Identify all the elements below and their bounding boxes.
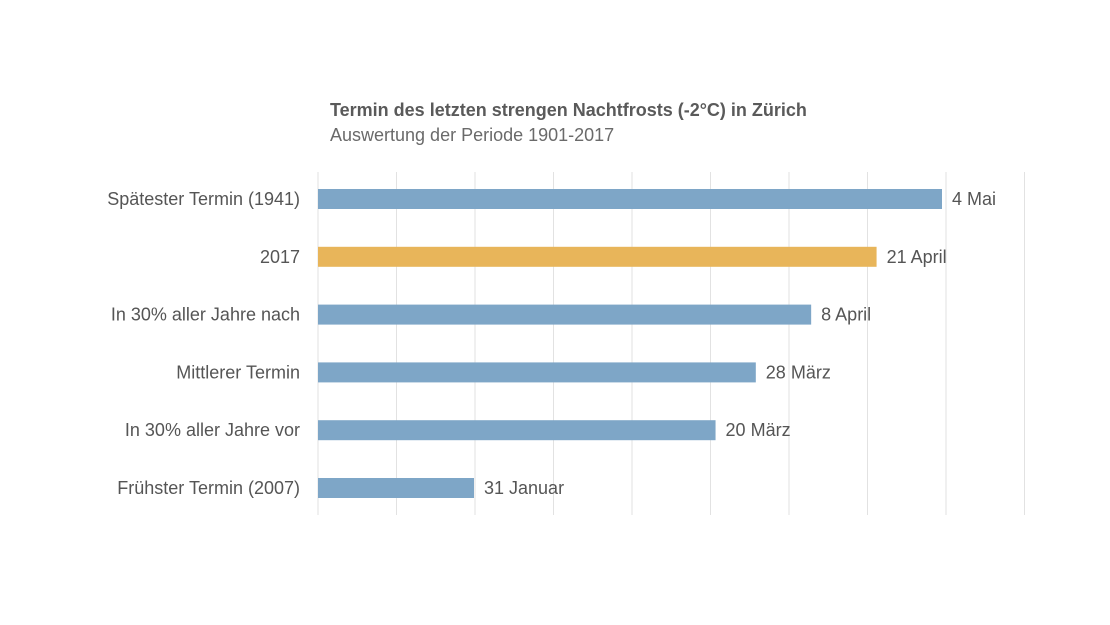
data-label: 20 März xyxy=(726,420,791,440)
bars xyxy=(318,189,942,498)
category-label: 2017 xyxy=(260,247,300,267)
bar xyxy=(318,246,877,267)
bar xyxy=(318,362,756,383)
category-label: In 30% aller Jahre nach xyxy=(111,305,300,325)
labels: Spätester Termin (1941) 4 Mai 2017 21 April… xyxy=(107,189,996,498)
bar xyxy=(318,478,474,498)
bar xyxy=(318,304,812,325)
category-label: Mittlerer Termin xyxy=(176,362,300,382)
gridlines xyxy=(317,172,1025,515)
chart-title: Termin des letzten strengen Nachtfrosts … xyxy=(330,100,807,120)
chart-subtitle: Auswertung der Periode 1901-2017 xyxy=(330,125,615,145)
category-label: In 30% aller Jahre vor xyxy=(125,420,300,440)
data-label: 28 März xyxy=(766,362,831,382)
bar xyxy=(318,189,942,209)
category-label: Frühster Termin (2007) xyxy=(117,478,300,498)
data-label: 31 Januar xyxy=(484,478,564,498)
data-label: 8 April xyxy=(821,305,871,325)
bar xyxy=(318,420,716,441)
data-label: 4 Mai xyxy=(952,189,996,209)
data-label: 21 April xyxy=(887,247,947,267)
category-label: Spätester Termin (1941) xyxy=(107,189,300,209)
